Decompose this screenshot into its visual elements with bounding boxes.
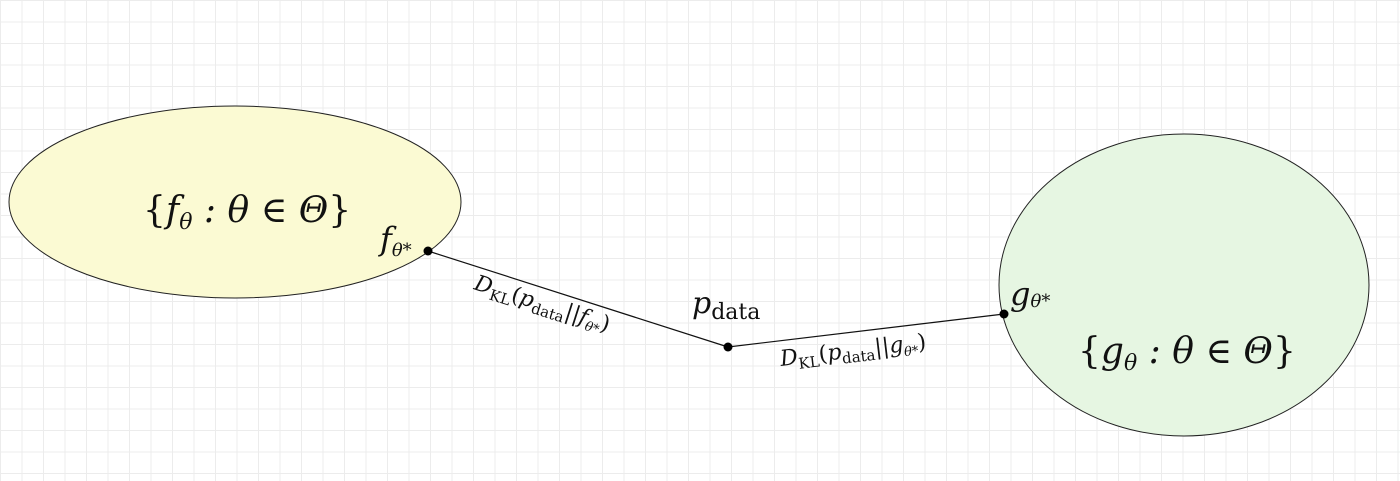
kl-line-f bbox=[427, 250, 729, 348]
kl-label-g: DKL(pdata||gθ*) bbox=[778, 330, 928, 375]
g-optimum-point bbox=[999, 309, 1009, 319]
g-optimum-label: gθ* bbox=[1010, 275, 1050, 313]
kl-line-g bbox=[727, 313, 1005, 348]
p-data-label: pdata bbox=[692, 286, 760, 325]
family-f-set-label: {fθ : θ ∈ Θ} bbox=[143, 190, 351, 235]
family-g-region bbox=[998, 133, 1370, 437]
family-g-set-label: {gθ : θ ∈ Θ} bbox=[1078, 331, 1296, 376]
kl-label-f: DKL(pdata||fθ*) bbox=[469, 271, 613, 341]
family-f-region bbox=[8, 105, 462, 299]
p-data-point bbox=[723, 342, 733, 352]
f-optimum-point bbox=[423, 246, 433, 256]
